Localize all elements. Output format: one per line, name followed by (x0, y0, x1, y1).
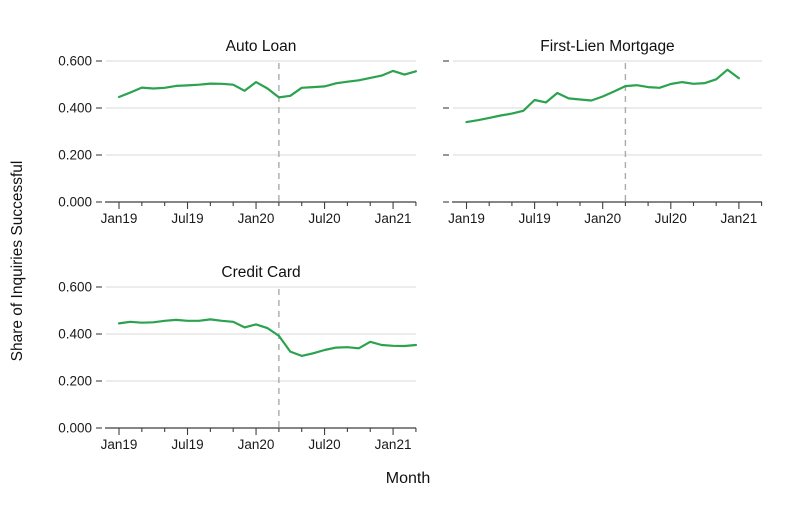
y-tick-label: 0.200 (58, 374, 92, 389)
y-tick-label: 0.400 (58, 327, 92, 342)
panel-title-auto-loan: Auto Loan (226, 38, 297, 55)
y-tick-label: 0.200 (58, 148, 92, 163)
x-tick-label: Jan21 (721, 211, 758, 226)
series-line-first-lien-mortgage (465, 68, 741, 124)
x-tick-label: Jan20 (584, 211, 621, 226)
y-tick-label: 0.000 (58, 195, 92, 210)
x-tick-label: Jul20 (308, 437, 340, 452)
x-tick-label: Jul19 (171, 437, 203, 452)
x-tick-label: Jan19 (101, 437, 138, 452)
x-tick-label: Jan20 (238, 211, 275, 226)
x-tick-label: Jan21 (375, 211, 412, 226)
y-axis-title: Share of Inquiries Successful (9, 160, 26, 362)
x-tick-label: Jan20 (238, 437, 275, 452)
panel-title-first-lien-mortgage: First-Lien Mortgage (540, 38, 674, 55)
panel-first-lien-mortgage: Jan19 Jul19 Jan20 Jul20 Jan21 First-Lien Mort… (443, 38, 763, 226)
series-line-credit-card (117, 318, 417, 357)
y-tick-label: 0.600 (58, 280, 92, 295)
y-tick-label: 0.000 (58, 421, 92, 436)
y-tick-label: 0.400 (58, 101, 92, 116)
panel-credit-card: Jan19 Jul19 Jan20 Jul20 Jan21 0.000 0.200 0.400… (58, 264, 417, 452)
x-tick-label: Jul19 (171, 211, 203, 226)
series-line-auto-loan (117, 69, 417, 99)
panel-title-credit-card: Credit Card (221, 264, 300, 281)
x-tick-label: Jul20 (308, 211, 340, 226)
y-tick-label: 0.600 (58, 54, 92, 69)
x-tick-label: Jul19 (518, 211, 550, 226)
x-tick-label: Jul20 (655, 211, 687, 226)
x-tick-label: Jan21 (375, 437, 412, 452)
panel-auto-loan: Jan19 Jul19 Jan20 Jul20 Jan21 0.000 0.200 0.400… (58, 38, 417, 226)
x-tick-label: Jan19 (448, 211, 485, 226)
x-tick-label: Jan19 (101, 211, 138, 226)
x-axis-title: Month (385, 470, 431, 487)
